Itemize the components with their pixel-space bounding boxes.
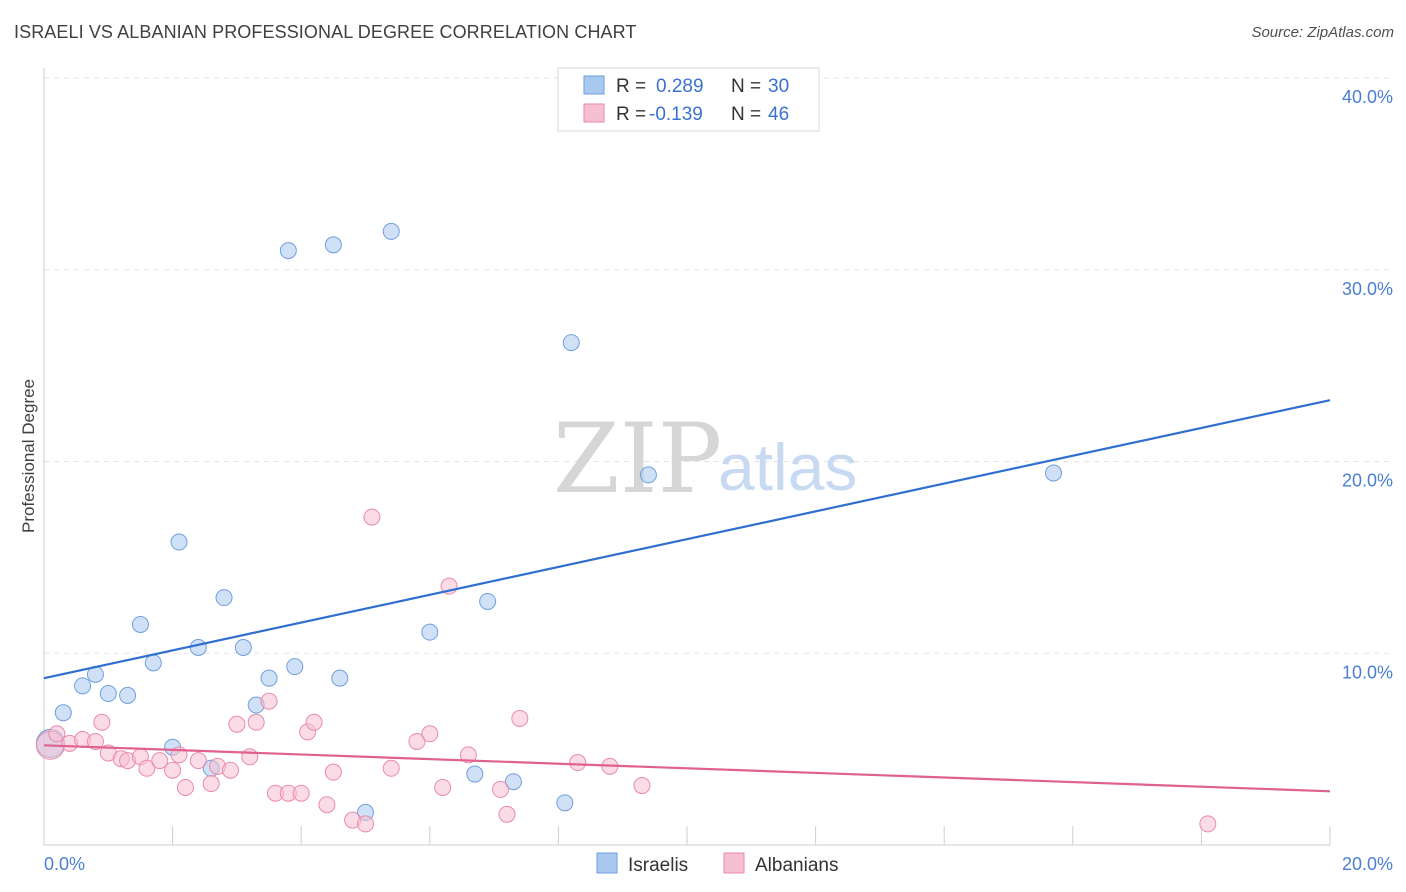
legend-r-label-israelis: R = <box>616 76 646 97</box>
point-albanians <box>382 759 400 777</box>
y-tick-label: 10.0% <box>1342 662 1393 682</box>
point-israelis <box>119 686 137 704</box>
x-tick-label: 20.0% <box>1342 854 1393 874</box>
point-albanians <box>86 732 104 750</box>
legend-swatch-albanians-bottom <box>723 852 745 874</box>
point-albanians <box>138 759 156 777</box>
source-label: Source: ZipAtlas.com <box>1251 24 1394 41</box>
legend-n-value-albanians: 46 <box>768 104 789 125</box>
point-israelis <box>144 654 162 672</box>
point-albanians <box>151 752 169 770</box>
point-albanians <box>176 778 194 796</box>
point-israelis <box>556 794 574 812</box>
point-israelis <box>324 236 342 254</box>
legend-r-value-albanians: -0.139 <box>649 104 703 125</box>
legend-n-label-albanians: N = <box>731 104 761 125</box>
legend-label-israelis: Israelis <box>628 855 688 876</box>
legend-swatch-israelis <box>583 75 605 95</box>
point-albanians <box>363 508 381 526</box>
legend-swatch-israelis-bottom <box>596 852 618 874</box>
point-albanians <box>434 778 452 796</box>
y-tick-label: 20.0% <box>1342 471 1393 491</box>
correlation-legend: R = 0.289 N = 30 R = -0.139 N = 46 <box>557 67 820 132</box>
point-israelis <box>215 589 233 607</box>
point-albanians <box>511 709 529 727</box>
point-albanians <box>221 761 239 779</box>
point-israelis <box>421 623 439 641</box>
point-israelis <box>74 677 92 695</box>
point-israelis <box>170 533 188 551</box>
point-albanians <box>260 692 278 710</box>
y-tick-labels: 10.0% 20.0% 30.0% 40.0% <box>1342 87 1393 682</box>
trend-line-israelis <box>43 399 1331 680</box>
legend-r-label-albanians: R = <box>616 104 646 125</box>
y-tick-label: 30.0% <box>1342 279 1393 299</box>
point-israelis <box>466 765 484 783</box>
point-israelis <box>189 638 207 656</box>
point-albanians <box>324 763 342 781</box>
legend-n-label-israelis: N = <box>731 76 761 97</box>
point-israelis <box>479 592 497 610</box>
point-albanians <box>357 815 374 833</box>
point-albanians <box>318 796 336 814</box>
point-israelis <box>331 669 349 687</box>
point-israelis <box>279 242 297 260</box>
point-israelis <box>286 658 304 676</box>
axes <box>43 68 1331 846</box>
point-israelis <box>504 773 522 791</box>
legend-swatch-albanians <box>583 103 605 123</box>
point-israelis <box>1045 464 1063 482</box>
point-albanians <box>408 732 426 750</box>
point-albanians <box>1199 815 1217 833</box>
point-albanians <box>164 761 182 779</box>
point-albanians <box>247 713 265 731</box>
y-axis-label: Professional Degree <box>19 379 38 533</box>
gridlines <box>44 77 1390 654</box>
point-albanians <box>421 725 439 743</box>
x-tick-labels: 0.0% 20.0% <box>44 854 1393 874</box>
point-albanians <box>459 746 477 764</box>
trend-line-albanians <box>43 744 1331 793</box>
data-points <box>35 222 1217 833</box>
point-albanians <box>498 805 516 823</box>
legend-label-albanians: Albanians <box>755 855 838 876</box>
point-israelis <box>639 466 657 484</box>
point-albanians <box>241 748 259 766</box>
legend-r-value-israelis: 0.289 <box>656 76 704 97</box>
point-albanians <box>305 713 323 731</box>
series-legend: Israelis Albanians <box>596 852 838 876</box>
watermark-atlas: atlas <box>718 430 857 504</box>
watermark: ZIP atlas <box>553 403 857 515</box>
trend-lines <box>43 399 1331 793</box>
point-albanians <box>228 715 246 733</box>
point-israelis <box>260 669 278 687</box>
point-albanians <box>633 777 651 795</box>
point-israelis <box>382 222 400 240</box>
point-israelis <box>54 704 72 722</box>
point-israelis <box>99 685 117 703</box>
point-albanians <box>492 780 510 798</box>
y-tick-label: 40.0% <box>1342 87 1393 107</box>
point-israelis <box>234 638 252 656</box>
legend-n-value-israelis: 30 <box>768 76 789 97</box>
point-albanians <box>202 775 220 793</box>
x-tick-label: 0.0% <box>44 854 85 874</box>
point-israelis <box>131 615 149 633</box>
point-albanians <box>93 713 111 731</box>
point-albanians <box>569 754 587 772</box>
point-albanians <box>189 752 207 770</box>
point-israelis <box>562 334 580 352</box>
point-albanians <box>292 784 310 802</box>
watermark-zip: ZIP <box>553 403 722 515</box>
chart-title: ISRAELI VS ALBANIAN PROFESSIONAL DEGREE … <box>14 22 637 42</box>
point-albanians <box>48 725 66 743</box>
